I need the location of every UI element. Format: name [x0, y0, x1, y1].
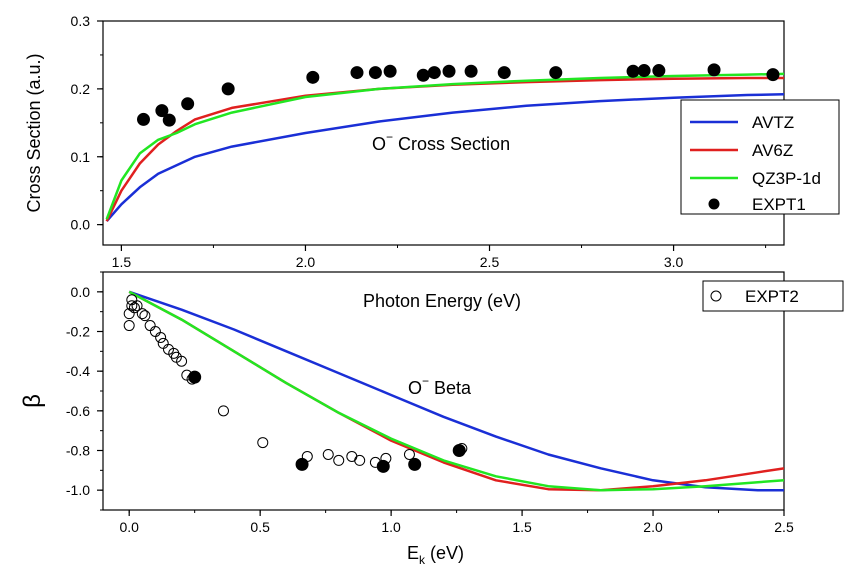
bottom-expt2-point — [155, 331, 167, 343]
top-expt1-point — [637, 64, 651, 78]
legend-expt2-label: EXPT2 — [745, 287, 799, 306]
top-expt1-point — [427, 66, 441, 80]
top-expt1-point — [221, 82, 235, 96]
bottom-expt2-point — [131, 300, 143, 312]
top-chart-title: O− Cross Section — [372, 130, 510, 154]
bottom-expt2-point — [144, 320, 156, 332]
bottom-expt2-point — [346, 450, 358, 462]
top-expt1-point — [416, 68, 430, 82]
top-expt1-point — [136, 112, 150, 126]
bottom-chart-title: O− Beta — [408, 374, 472, 398]
bottom-x-tick-label: 1.0 — [381, 519, 401, 535]
bottom-expt2-point — [333, 454, 345, 466]
top-expt1-point — [155, 104, 169, 118]
top-expt1-point — [707, 63, 721, 77]
top-legend-box — [680, 99, 840, 215]
top-expt1-point — [442, 64, 456, 78]
bottom-x-axis-label: Ek (eV) — [407, 543, 464, 567]
bottom-y-tick-label: 0.0 — [71, 284, 91, 300]
top-y-tick-label: 0.1 — [71, 149, 91, 165]
bottom-y-tick-label: -0.6 — [66, 403, 90, 419]
top-expt1-point — [652, 64, 666, 78]
top-expt1-point — [350, 66, 364, 80]
bottom-expt1-point — [295, 457, 309, 471]
bottom-y-axis-label: β — [19, 394, 46, 408]
bottom-legend-box — [702, 280, 844, 312]
bottom-axis-ticks: 0.0 0.5 1.0 1.5 2.0 2.5 0.0 -0.2 -0.4 -0.6 -0.8 -1.… — [66, 271, 794, 535]
top-expt1-point — [181, 97, 195, 111]
top-x-tick-label: 2.0 — [296, 254, 316, 270]
legend-expt1-label: EXPT1 — [752, 195, 806, 214]
top-series-av6z — [105, 76, 784, 222]
bottom-expt2-point — [157, 337, 169, 349]
legend-expt2-marker — [710, 290, 722, 302]
bottom-expt2-point — [186, 373, 198, 385]
beta-panel: 0.0 0.5 1.0 1.5 2.0 2.5 0.0 -0.2 -0.4 -0.6 -0.8 -1.… — [19, 271, 844, 567]
top-series-qz3p-1d — [105, 72, 784, 220]
top-y-tick-label: 0.0 — [71, 217, 91, 233]
bottom-plot-area — [123, 290, 784, 492]
bottom-expt2-point — [123, 320, 135, 332]
top-expt1-point — [162, 113, 176, 127]
bottom-expt2-point — [322, 448, 334, 460]
top-legend: AVTZ AV6Z QZ3P-1d EXPT1 — [680, 99, 840, 215]
bottom-y-tick-label: -1.0 — [66, 482, 90, 498]
top-x-tick-label: 2.5 — [480, 254, 500, 270]
bottom-x-tick-label: 0.5 — [250, 519, 270, 535]
bottom-x-tick-label: 2.0 — [643, 519, 663, 535]
top-expt1-point — [497, 66, 511, 80]
bottom-x-tick-label: 2.5 — [774, 519, 794, 535]
bottom-x-tick-label: 1.5 — [512, 519, 532, 535]
bottom-expt1-point — [188, 370, 202, 384]
bottom-expt2-point — [176, 355, 188, 367]
bottom-legend: EXPT2 — [702, 280, 844, 312]
legend-expt1-marker — [708, 198, 720, 210]
bottom-expt2-point — [126, 300, 138, 312]
bottom-expt2-point — [136, 308, 148, 320]
cross-section-panel: 1.5 2.0 2.5 3.0 0.0 0.1 0.2 0.3 Cross Section (… — [24, 13, 840, 311]
bottom-series-qz3p-1d — [128, 290, 784, 492]
bottom-expt2-point — [257, 437, 269, 449]
top-series-group — [105, 63, 784, 223]
bottom-series-group — [123, 290, 784, 492]
bottom-expt1-point — [452, 444, 466, 457]
bottom-y-tick-label: -0.4 — [66, 363, 90, 379]
bottom-expt2-point — [301, 450, 313, 462]
top-y-tick-label: 0.3 — [71, 13, 91, 29]
bottom-expt1-point — [408, 457, 422, 471]
bottom-expt2-point — [139, 310, 151, 322]
top-x-axis-label: Photon Energy (eV) — [363, 291, 521, 311]
top-series-avtz — [105, 93, 784, 223]
top-expt1-point — [306, 70, 320, 84]
top-expt1-point — [626, 64, 640, 78]
top-expt1-point — [549, 66, 563, 80]
bottom-expt2-point — [217, 405, 229, 417]
bottom-expt2-point — [380, 452, 392, 464]
bottom-expt2-point — [354, 454, 366, 466]
top-x-tick-label: 3.0 — [664, 254, 684, 270]
top-expt1-point — [383, 64, 397, 78]
legend-qz3p-label: QZ3P-1d — [752, 169, 821, 188]
legend-av6z-label: AV6Z — [752, 141, 793, 160]
top-plot-area — [105, 63, 784, 223]
top-axis-ticks: 1.5 2.0 2.5 3.0 0.0 0.1 0.2 0.3 — [71, 13, 767, 270]
top-x-tick-label: 1.5 — [112, 254, 132, 270]
bottom-expt2-point — [149, 326, 161, 337]
bottom-expt2-point — [403, 448, 415, 460]
bottom-y-tick-label: -0.8 — [66, 443, 90, 459]
top-y-tick-label: 0.2 — [71, 81, 91, 97]
bottom-x-tick-label: 0.0 — [119, 519, 139, 535]
top-expt1-point — [464, 64, 478, 78]
legend-avtz-label: AVTZ — [752, 113, 794, 132]
bottom-expt2-point — [456, 443, 468, 455]
top-expt1-point — [368, 66, 382, 80]
bottom-expt2-point — [369, 456, 381, 468]
bottom-y-tick-label: -0.2 — [66, 324, 90, 340]
bottom-expt2-point — [128, 302, 140, 314]
top-y-axis-label: Cross Section (a.u.) — [24, 53, 44, 212]
top-expt1-point — [766, 68, 780, 82]
